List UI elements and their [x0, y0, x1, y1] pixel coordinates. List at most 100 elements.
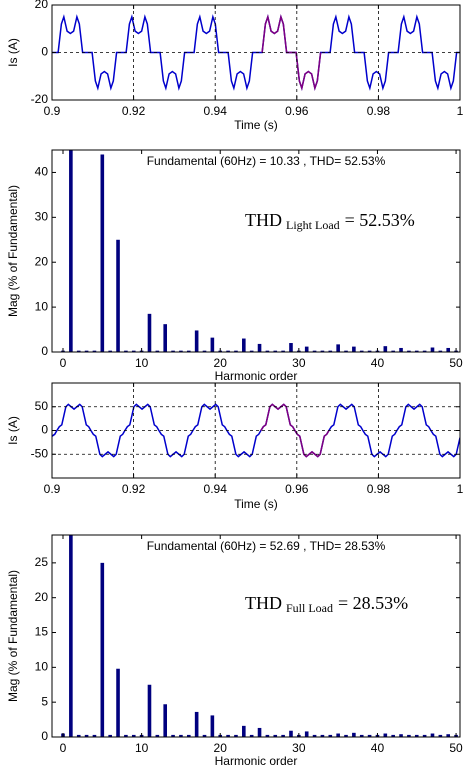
x-axis-label: Harmonic order [215, 369, 298, 383]
bar [265, 734, 270, 737]
axes-frame [51, 4, 461, 101]
bar [163, 324, 168, 352]
annotation: THD Full Load = 28.53% [245, 593, 408, 615]
bar [234, 350, 238, 352]
bar [344, 350, 348, 352]
y-tick-label: 10 [35, 660, 49, 674]
bar [226, 350, 230, 352]
x-tick-label: 10 [135, 356, 149, 370]
bar [100, 154, 105, 352]
x-tick-label: 50 [449, 356, 463, 370]
bar [92, 734, 97, 737]
annotation-subscript: Full Load [286, 601, 333, 615]
bar [155, 734, 160, 737]
x-tick-label: 0.96 [285, 104, 309, 118]
bar [446, 347, 451, 352]
bar [407, 350, 411, 352]
x-tick-label: 0.9 [44, 104, 61, 118]
y-tick-label: 20 [35, 590, 49, 604]
x-tick-label: 1 [457, 104, 464, 118]
x-tick-label: 0.9 [44, 482, 61, 496]
bar [242, 338, 246, 352]
bar [265, 350, 270, 352]
bar [84, 350, 89, 352]
x-tick-label: 40 [371, 741, 385, 755]
bar [281, 734, 285, 737]
bar [359, 734, 364, 737]
bar [234, 734, 238, 737]
y-axis-label: Mag (% of Fundamental) [6, 570, 20, 702]
y-tick-label: 40 [35, 165, 49, 179]
y-tick-label: 30 [35, 210, 49, 224]
bar [131, 350, 136, 352]
y-axis-label: Mag (% of Fundamental) [6, 185, 20, 317]
bar [124, 350, 128, 352]
bar [312, 350, 317, 352]
bar [312, 734, 317, 737]
bar [194, 330, 199, 352]
bar [163, 704, 168, 737]
bar [84, 734, 89, 737]
y-tick-label: 10 [35, 299, 49, 313]
bar [76, 734, 81, 737]
x-tick-label: 40 [371, 356, 385, 370]
bar [399, 347, 403, 352]
annotation-subscript: Light Load [286, 218, 340, 232]
bar [171, 350, 175, 352]
x-tick-label: 30 [292, 741, 306, 755]
axes-frame [51, 149, 461, 353]
bar [257, 727, 262, 737]
bar [320, 350, 325, 352]
bar [383, 346, 388, 352]
bar [92, 350, 97, 352]
bar [108, 734, 112, 737]
bar [171, 734, 175, 737]
bar [210, 715, 215, 737]
y-tick-label: 25 [35, 555, 49, 569]
chart-title: Fundamental (60Hz) = 52.69 , THD= 28.53% [147, 539, 386, 553]
bar [179, 734, 183, 737]
y-tick-label: 0 [41, 45, 48, 59]
axes-frame [51, 382, 461, 479]
bar [430, 347, 435, 352]
bar [108, 350, 112, 352]
y-tick-label: 20 [35, 0, 49, 11]
annotation-main: THD [245, 593, 282, 613]
x-tick-label: 0.94 [204, 482, 228, 496]
bar [289, 343, 293, 352]
bar [430, 733, 435, 737]
bar [69, 535, 73, 737]
bar [367, 350, 372, 352]
y-tick-label: 0 [41, 344, 48, 358]
bar [147, 684, 152, 737]
bar [336, 344, 340, 352]
bar [414, 350, 419, 352]
bar [249, 350, 254, 352]
bar [257, 343, 262, 352]
annotation-suffix: = 52.53% [345, 210, 415, 230]
bar [281, 350, 285, 352]
annotation: THD Light Load = 52.53% [245, 210, 415, 232]
x-tick-label: 0.96 [285, 482, 309, 496]
bar [414, 734, 419, 737]
x-tick-label: 1 [457, 482, 464, 496]
bar [186, 734, 191, 737]
bar [328, 734, 333, 737]
bar [116, 668, 120, 737]
x-tick-label: 30 [292, 356, 306, 370]
y-tick-label: 5 [41, 694, 48, 708]
bar [202, 350, 207, 352]
x-tick-label: 0.92 [122, 482, 146, 496]
bar [336, 733, 340, 737]
x-tick-label: 0.94 [204, 104, 228, 118]
x-axis-label: Harmonic order [215, 754, 298, 768]
bar [399, 734, 403, 737]
waveform [52, 403, 460, 458]
axes-frame [51, 534, 461, 738]
bar [328, 350, 333, 352]
bar [210, 337, 215, 352]
bar [273, 350, 278, 352]
bar [438, 734, 443, 737]
bar [422, 734, 427, 737]
